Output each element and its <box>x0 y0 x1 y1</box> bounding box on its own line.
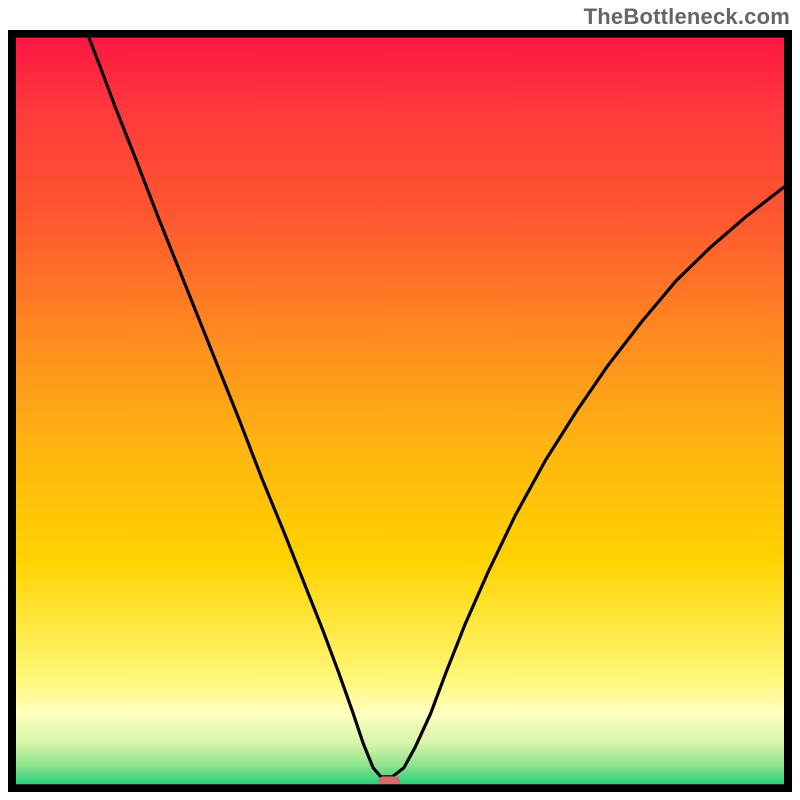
watermark-text: TheBottleneck.com <box>584 4 790 30</box>
plot-svg <box>8 30 792 792</box>
chart-container: TheBottleneck.com <box>0 0 800 800</box>
plot-frame <box>8 30 792 792</box>
